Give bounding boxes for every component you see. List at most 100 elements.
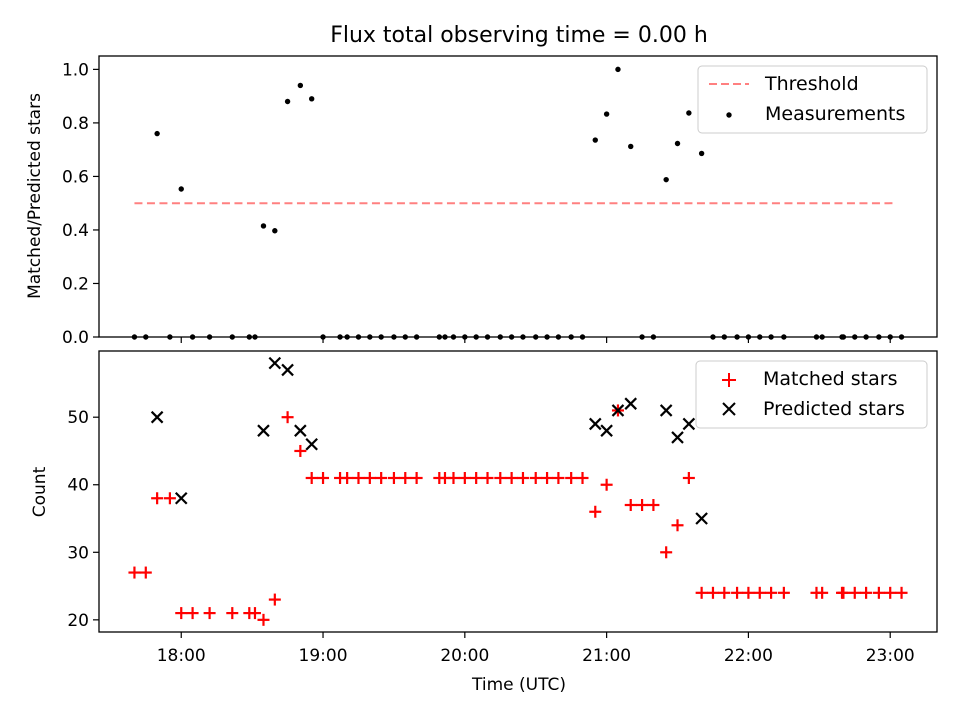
- matched-star-point: [695, 586, 708, 599]
- measurement-point: [628, 143, 634, 150]
- matched-star-point: [305, 471, 318, 484]
- top-legend-box: [697, 65, 928, 134]
- measurement-point: [154, 130, 160, 137]
- predicted-star-point: [150, 410, 164, 424]
- matched-star-point: [624, 499, 637, 512]
- matched-star-point: [706, 586, 719, 599]
- measurement-point: [674, 140, 681, 147]
- measurement-point: [615, 66, 621, 73]
- measurement-point: [308, 96, 315, 102]
- predicted-star-point: [294, 424, 307, 437]
- measurement-point: [663, 176, 669, 183]
- matched-star-point: [375, 471, 388, 484]
- predicted-star-point: [305, 437, 318, 451]
- bottom-xtick-label: 19:00: [299, 646, 348, 666]
- matched-star-point: [268, 593, 281, 606]
- matched-star-point: [470, 471, 483, 484]
- matched-star-point: [458, 471, 471, 484]
- matched-star-point: [151, 492, 164, 505]
- bottom-ticks: 20 30 40 50 18:00 19:00 20:00 21:00 22:00 23:00: [67, 408, 914, 666]
- bottom-xtick-label: 23:00: [866, 646, 915, 666]
- top-ytick-label: 0.4: [62, 221, 89, 241]
- predicted-star-point: [624, 397, 638, 410]
- matched-star-point: [139, 566, 152, 579]
- bottom-xlabel: Time (UTC): [471, 675, 566, 695]
- top-ylabel: Matched/Predicted stars: [25, 93, 45, 299]
- measurement-point: [686, 110, 692, 116]
- matched-star-point: [600, 478, 613, 491]
- predicted-star-point: [600, 424, 613, 437]
- matched-star-point: [494, 471, 507, 484]
- matched-star-point: [128, 566, 141, 579]
- matched-star-point: [860, 586, 873, 599]
- bottom-panel: Count Time (UTC) 20 30 40 50 18:00 19:00 20:00…: [30, 350, 938, 695]
- matched-star-point: [742, 586, 755, 599]
- measurements-legend-label: Measurements: [765, 103, 905, 125]
- matched-legend-label: Matched stars: [763, 368, 897, 390]
- measurement-point: [603, 111, 610, 117]
- matched-star-point: [753, 586, 766, 599]
- top-ytick-label: 1.0: [62, 60, 89, 80]
- predicted-star-point: [281, 363, 294, 377]
- bottom-plot-area: [128, 356, 908, 626]
- bottom-xtick-label: 21:00: [582, 646, 631, 666]
- matched-star-point: [576, 471, 589, 484]
- matched-star-point: [410, 471, 423, 484]
- matched-star-point: [636, 499, 649, 512]
- matched-star-point: [589, 505, 602, 518]
- top-ytick-label: 0.0: [62, 328, 89, 348]
- bottom-ytick-label: 50: [67, 408, 89, 428]
- matched-star-point: [777, 586, 790, 599]
- bottom-ytick-label: 40: [67, 476, 89, 496]
- matched-star-point: [248, 607, 261, 620]
- threshold-legend-label: Threshold: [764, 73, 859, 95]
- matched-star-point: [895, 586, 908, 599]
- measurement-point: [178, 186, 184, 192]
- top-legend: Threshold Measurements: [697, 65, 928, 134]
- predicted-star-point: [268, 356, 282, 370]
- matched-star-point: [447, 471, 460, 484]
- predicted-star-point: [611, 404, 625, 417]
- measurement-point: [592, 137, 598, 143]
- top-ytick-label: 0.8: [62, 114, 89, 134]
- matched-star-point: [682, 471, 695, 484]
- matched-star-point: [647, 499, 660, 512]
- matched-star-point: [884, 586, 897, 599]
- matched-star-point: [718, 586, 731, 599]
- matched-star-point: [529, 471, 542, 484]
- matched-star-point: [848, 586, 861, 599]
- matched-star-point: [872, 586, 885, 599]
- bottom-xtick-label: 18:00: [157, 646, 206, 666]
- bottom-legend: Matched stars Predicted stars: [695, 360, 928, 429]
- matched-star-point: [294, 444, 307, 457]
- predicted-star-point: [659, 404, 673, 417]
- matched-star-point: [552, 471, 565, 484]
- bottom-ytick-label: 30: [67, 543, 89, 563]
- matched-legend-swatch: [722, 373, 736, 387]
- matched-star-point: [341, 471, 354, 484]
- bottom-xtick-label: 20:00: [440, 646, 489, 666]
- measurement-point: [260, 223, 267, 229]
- matched-star-point: [671, 519, 684, 532]
- matched-star-point: [541, 471, 554, 484]
- matched-star-point: [317, 471, 330, 484]
- matched-star-point: [163, 492, 176, 505]
- matched-star-point: [505, 471, 518, 484]
- predicted-star-point: [682, 417, 696, 431]
- matched-star-point: [352, 471, 365, 484]
- predicted-legend-label: Predicted stars: [763, 398, 905, 420]
- top-ytick-label: 0.2: [62, 274, 89, 294]
- measurement-point: [698, 150, 705, 157]
- predicted-star-point: [174, 491, 188, 505]
- bottom-xtick-label: 22:00: [724, 646, 773, 666]
- matched-star-point: [399, 471, 412, 484]
- top-axes-frame: [98, 55, 938, 338]
- matched-star-point: [565, 471, 578, 484]
- measurement-point: [284, 98, 291, 105]
- matched-star-point: [363, 471, 376, 484]
- bottom-axes-frame: [98, 350, 938, 633]
- matched-star-point: [481, 471, 494, 484]
- top-panel: Matched/Predicted stars 0.0 0.2 0.4 0.6 0.8 1…: [25, 55, 938, 348]
- measurements-legend-swatch: [726, 112, 732, 118]
